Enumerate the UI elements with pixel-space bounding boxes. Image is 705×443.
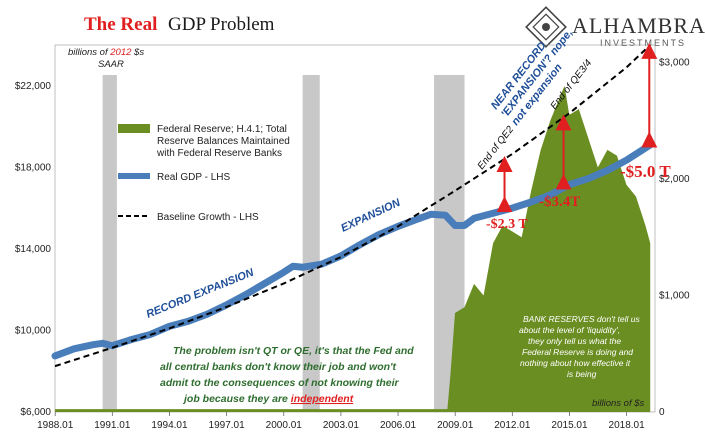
x-tick-3: 1997.01 (209, 420, 246, 431)
y-left-tick-3: $18,000 (15, 162, 52, 173)
title-part1: The Real (84, 14, 157, 35)
rhs-unit: billions of $s (592, 398, 645, 409)
x-tick-5: 2003.01 (323, 420, 360, 431)
gap-label-2: -$3.4T (539, 194, 580, 210)
lhs-unit-post: $s (133, 47, 144, 58)
reserves-area (55, 85, 651, 413)
recession-band-2 (302, 75, 320, 412)
lhs-unit-year: 2012 (109, 47, 132, 58)
baseline-line (54, 44, 651, 368)
logo-emblem-icon (525, 6, 567, 48)
legend-reserves-line2: Reserve Balances Maintained (157, 136, 290, 147)
note-line1: The problem isn't QT or QE, it's that th… (173, 345, 414, 357)
reserve-note-line5: nothing about how effective it (520, 358, 631, 368)
y-right-tick-1: $1,000 (659, 290, 690, 301)
x-tick-7: 2009.01 (437, 420, 474, 431)
x-tick-6: 2006.01 (380, 420, 417, 431)
x-tick-0: 1988.01 (37, 420, 74, 431)
commentary-note: The problem isn't QT or QE, it's that th… (160, 345, 414, 405)
y-right-tick-3: $3,000 (659, 57, 690, 68)
reserves-note: BANK RESERVES don't tell us about the le… (519, 314, 640, 379)
gap-label-1: -$2.3 T (486, 217, 528, 232)
lhs-unit-pre: billions of (68, 47, 109, 58)
legend-reserves-swatch (118, 124, 150, 133)
title-part2: GDP Problem (168, 14, 275, 35)
reserves-series (55, 85, 651, 413)
logo-sub: INVESTMENTS (600, 38, 686, 48)
note-emphasis: independent (291, 393, 354, 405)
logo-name: ALHAMBRA (572, 13, 705, 38)
reserve-note-line6: is being (567, 369, 597, 379)
recession-band-1 (102, 75, 117, 412)
lhs-unit-line2: SAAR (98, 59, 124, 70)
reserve-note-line1: BANK RESERVES don't tell us (523, 314, 640, 324)
y-left-tick-2: $14,000 (15, 244, 52, 255)
y-left-tick-0: $6,000 (20, 407, 51, 418)
y-left-tick-1: $10,000 (15, 325, 52, 336)
note-line3: admit to the consequences of not knowing… (160, 377, 400, 389)
annotation-record-expansion: RECORD EXPANSION (145, 266, 257, 320)
legend: Federal Reserve; H.4.1; Total Reserve Ba… (118, 124, 290, 223)
y-right-tick-2: $2,000 (659, 174, 690, 185)
legend-reserves-line1: Federal Reserve; H.4.1; Total (157, 124, 287, 135)
logo: ALHAMBRA INVESTMENTS (525, 6, 705, 48)
x-tick-9: 2015.01 (551, 420, 588, 431)
legend-gdp-label: Real GDP - LHS (157, 172, 231, 183)
reserve-note-line2: about the level of 'liquidity', (519, 325, 620, 335)
note-line4-text: job because they are (182, 393, 291, 405)
gdp-line (51, 141, 654, 360)
x-tick-4: 2000.01 (266, 420, 303, 431)
y-left-tick-4: $22,000 (15, 81, 52, 92)
note-line4: job because they are independent (182, 393, 354, 405)
x-tick-1: 1991.01 (94, 420, 131, 431)
reserve-note-line4: Federal Reserve is doing and (522, 347, 633, 357)
axes: $6,000 $10,000 $14,000 $18,000 $22,000 0 $1,00… (15, 57, 690, 431)
legend-reserves-line3: with Federal Reserve Banks (156, 148, 282, 159)
annotation-near-record: NEAR RECORD 'EXPANSION'? nope, not expan… (489, 27, 575, 128)
gap-arrows (496, 42, 658, 213)
gap-label-3: -$5.0 T (620, 162, 671, 181)
x-tick-2: 1994.01 (151, 420, 188, 431)
x-tick-8: 2012.01 (494, 420, 531, 431)
annotation-end-qe2: End of QE2 (476, 124, 517, 172)
note-line2: all central banks don't know their job a… (160, 361, 397, 373)
reserve-note-line3: they only tell us what the (528, 336, 621, 346)
lhs-unit-line1: billions of 2012 $s (68, 47, 144, 58)
y-right-tick-0: 0 (659, 407, 665, 418)
legend-baseline-label: Baseline Growth - LHS (157, 212, 259, 223)
line-series (51, 44, 654, 368)
x-tick-10: 2018.01 (609, 420, 646, 431)
